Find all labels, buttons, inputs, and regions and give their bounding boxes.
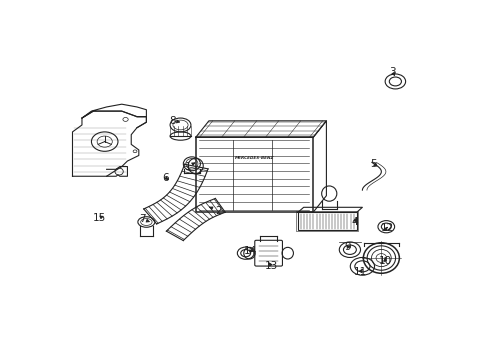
Text: 7: 7 — [139, 214, 149, 224]
Text: 6: 6 — [162, 173, 168, 183]
Text: 8: 8 — [169, 116, 179, 126]
Bar — [296, 211, 358, 231]
Bar — [195, 138, 312, 212]
Text: 9: 9 — [343, 242, 350, 252]
Text: 5: 5 — [370, 159, 376, 169]
Text: MERCEDES-BENZ: MERCEDES-BENZ — [234, 156, 274, 161]
Text: 1: 1 — [184, 162, 194, 172]
Text: 14: 14 — [244, 246, 257, 256]
Text: 10: 10 — [378, 256, 391, 266]
Text: 11: 11 — [353, 267, 366, 277]
Text: 13: 13 — [264, 261, 278, 271]
Bar — [297, 212, 356, 230]
Text: 3: 3 — [388, 67, 395, 77]
Text: 12: 12 — [380, 222, 393, 233]
Text: 15: 15 — [92, 213, 105, 223]
Text: 2: 2 — [209, 206, 221, 216]
Text: 4: 4 — [351, 217, 357, 227]
